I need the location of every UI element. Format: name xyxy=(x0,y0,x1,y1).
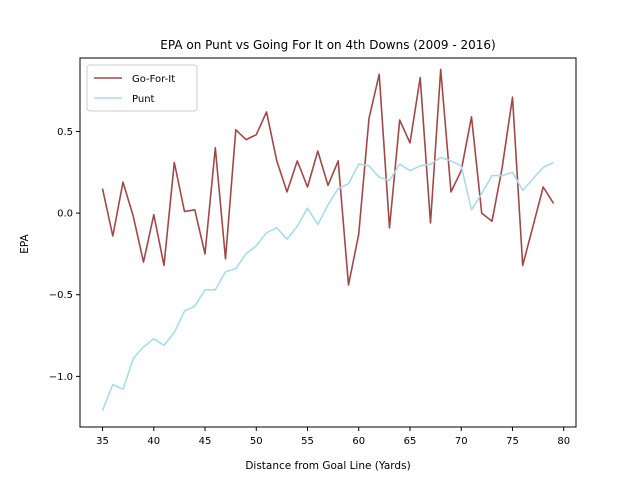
x-tick-label: 35 xyxy=(96,436,109,447)
x-tick-label: 80 xyxy=(557,436,570,447)
y-tick-label: −0.5 xyxy=(49,290,73,301)
y-tick-label: 0.0 xyxy=(57,209,73,220)
x-tick-label: 55 xyxy=(301,436,314,447)
x-tick-label: 60 xyxy=(352,436,365,447)
legend-box xyxy=(86,64,198,112)
x-tick-label: 45 xyxy=(199,436,212,447)
y-axis-label: EPA xyxy=(19,233,31,253)
y-tick-label: 0.5 xyxy=(57,127,73,138)
x-tick-label: 70 xyxy=(455,436,468,447)
legend: Go-For-It Punt xyxy=(86,64,198,112)
legend-label: Punt xyxy=(132,94,155,105)
x-tick-label: 75 xyxy=(506,436,519,447)
axes-frame xyxy=(79,57,577,428)
series-line-punt xyxy=(101,156,554,411)
legend-label: Go-For-It xyxy=(132,74,175,85)
x-tick-label: 65 xyxy=(404,436,417,447)
x-tick-label: 40 xyxy=(147,436,160,447)
series-line-go-for-it xyxy=(101,68,555,286)
plot-area xyxy=(101,68,555,411)
y-tick-label: −1.0 xyxy=(49,372,73,383)
chart-title: EPA on Punt vs Going For It on 4th Downs… xyxy=(160,38,495,52)
x-axis-label: Distance from Goal Line (Yards) xyxy=(245,460,410,472)
axes: 35 40 45 50 55 60 65 70 75 80 −1.0 −0.5 0.0 0.5 xyxy=(49,57,577,447)
x-tick-label: 50 xyxy=(250,436,263,447)
